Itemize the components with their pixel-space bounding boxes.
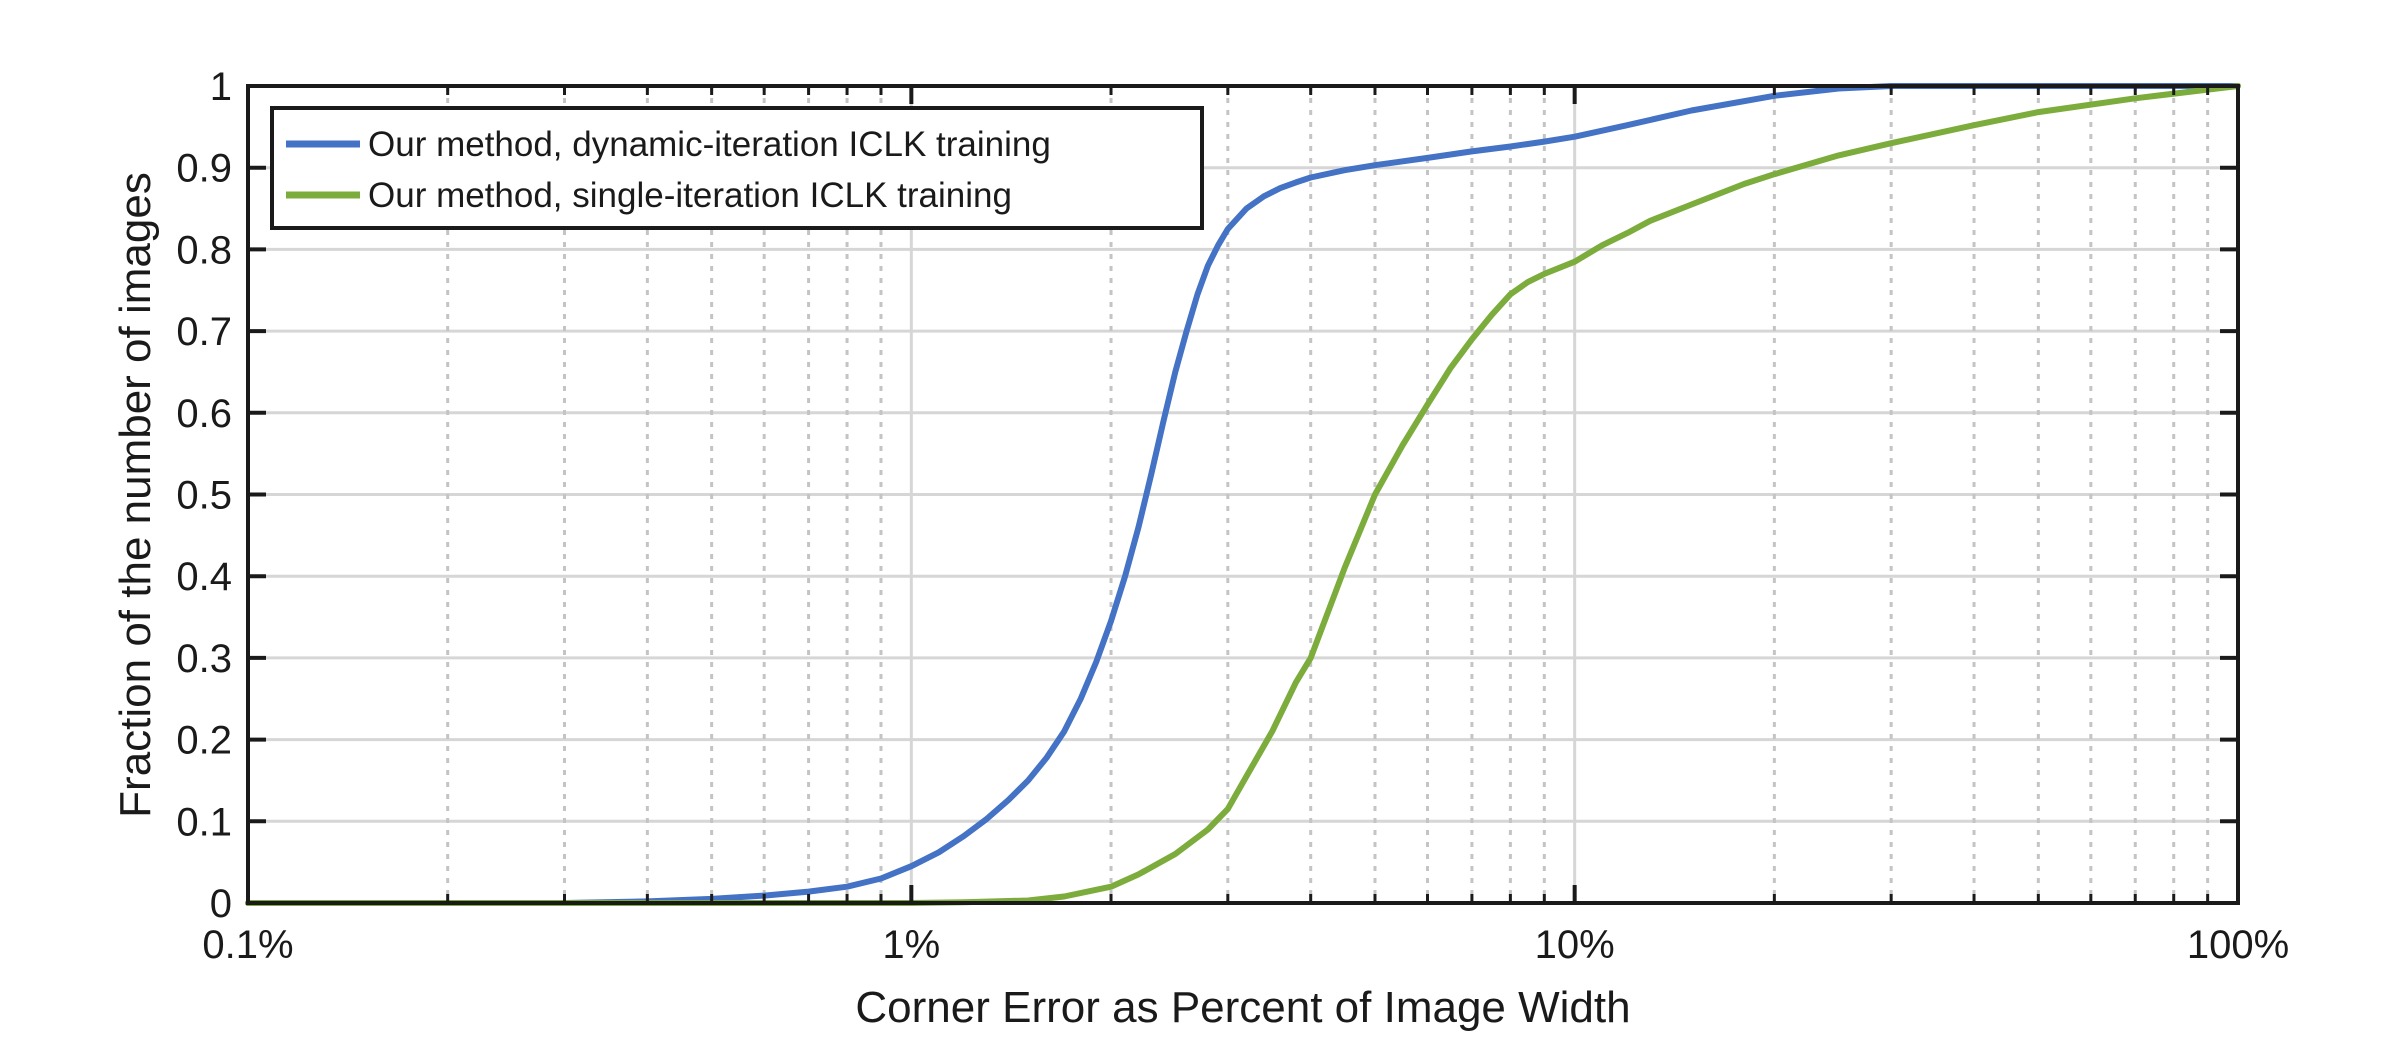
y-tick-label: 0 [210, 882, 232, 926]
x-axis-label: Corner Error as Percent of Image Width [855, 983, 1630, 1032]
x-tick-label: 10% [1535, 923, 1615, 967]
axis-ticks: 0 0.1 0.2 0.3 0.4 0.5 0.6 0.7 0.8 0.9 1 0.1% 1% 10% 10… [176, 65, 2289, 967]
y-tick-label: 0.2 [176, 719, 232, 763]
x-tick-label: 100% [2187, 923, 2289, 967]
y-axis-label: Fraction of the number of images [111, 172, 160, 818]
y-tick-label: 0.4 [176, 555, 232, 599]
x-tick-label: 1% [882, 923, 940, 967]
series-line-2 [245, 83, 2241, 906]
legend-box [270, 106, 1204, 230]
legend-entry: Our method, dynamic-iteration ICLK train… [368, 125, 1051, 164]
y-tick-label: 0.6 [176, 392, 232, 436]
series-lines [245, 83, 2241, 906]
y-tick-label: 1 [210, 65, 232, 109]
y-tick-label: 0.8 [176, 228, 232, 272]
y-tick-label: 0.1 [176, 800, 232, 844]
x-tick-label: 0.1% [202, 923, 293, 967]
y-tick-label: 0.5 [176, 474, 232, 518]
y-tick-label: 0.9 [176, 147, 232, 191]
y-tick-label: 0.3 [176, 637, 232, 681]
legend: Our method, dynamic-iteration ICLK train… [270, 106, 1204, 230]
series-line-1 [245, 83, 2241, 906]
y-tick-label: 0.7 [176, 310, 232, 354]
legend-entry: Our method, single-iteration ICLK traini… [368, 176, 1012, 215]
